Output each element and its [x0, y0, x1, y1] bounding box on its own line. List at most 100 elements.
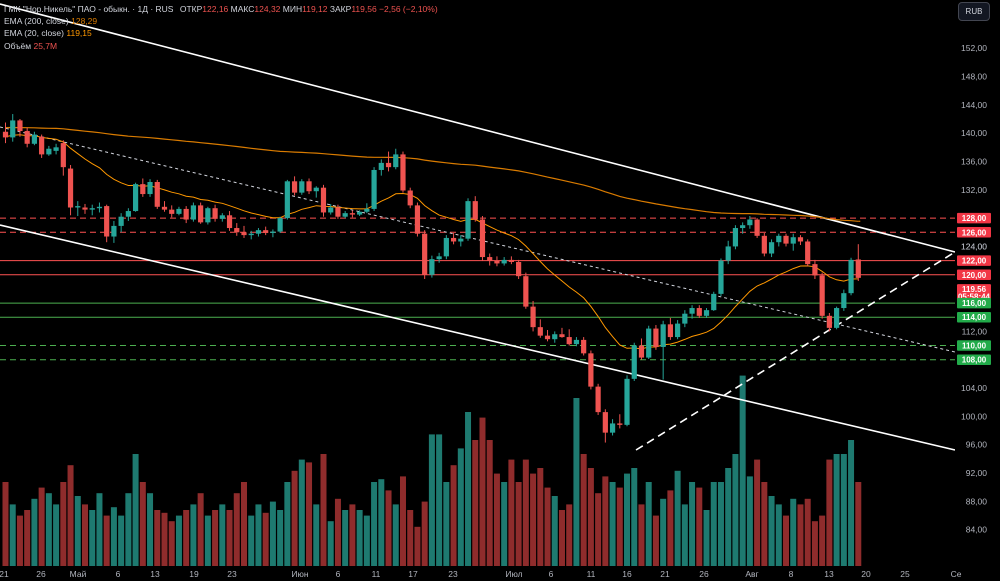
candle-body [573, 339, 580, 345]
volume-bar [674, 470, 681, 566]
time-tick-label: 17 [408, 569, 418, 579]
candle-body [198, 205, 204, 223]
candle-body [89, 208, 95, 210]
candle-body [190, 205, 197, 220]
volume-bar [334, 498, 341, 566]
candle-body [291, 181, 298, 193]
candle-body [53, 147, 59, 151]
low-value: 119,12 [302, 4, 328, 14]
candle-body [711, 293, 717, 311]
candle-body [299, 181, 305, 193]
candle-body [653, 328, 659, 347]
candle-body [335, 207, 341, 217]
volume-bar [725, 468, 732, 566]
price-labels: 128,00 126,00 124,00 122,00 120,00 119,5605:5… [957, 212, 991, 365]
time-tick-label: 11 [587, 569, 596, 579]
candle-body [154, 182, 160, 207]
candle-body [667, 324, 673, 338]
candle-body [812, 264, 818, 276]
candle-body [768, 242, 775, 254]
volume-bar [9, 504, 16, 566]
candle-body [263, 230, 269, 233]
ema200-value: 128,29 [71, 16, 98, 27]
volume-bar [660, 498, 667, 566]
volume-bar [566, 504, 573, 566]
time-tick-label: 21 [660, 569, 670, 579]
volume-bar [16, 515, 23, 566]
candle-body [675, 323, 681, 338]
high-label: МАКС [230, 4, 255, 14]
symbol-title[interactable]: ГМК "Нор.Никель" ПАО - обыкн. · 1Д · RUS [4, 4, 174, 14]
price-label-timer: 05:58:44 [958, 293, 991, 302]
ema200-row[interactable]: EMA (200, close) 128,29 [4, 15, 438, 27]
time-tick-label: 19 [189, 569, 199, 579]
volume-bar [392, 504, 399, 566]
price-label-support-dashed: 108,00 [962, 356, 987, 365]
volume-bar [819, 515, 826, 566]
volume-bar [558, 510, 565, 566]
volume-bar [327, 521, 334, 566]
volume-bar [378, 479, 385, 566]
volume-bar [689, 482, 696, 566]
volume-label: Объём [4, 40, 32, 51]
price-label-support-dashed: 110,00 [962, 342, 987, 351]
price-tick-label: 96,00 [966, 440, 988, 450]
candle-body [855, 259, 861, 278]
volume-bar [74, 496, 81, 566]
candle-body [450, 237, 457, 242]
candle-body [183, 208, 189, 220]
price-tick-label: 88,00 [966, 496, 988, 506]
candle-body [407, 190, 413, 206]
candle-body [342, 213, 348, 217]
ema200-label: EMA (200, close) [4, 16, 69, 27]
candle-body [566, 337, 572, 345]
candle-body [255, 230, 262, 234]
volume-bar [103, 515, 110, 566]
low-label: МИН [282, 4, 303, 14]
volume-bar [183, 510, 190, 566]
candle-body [82, 207, 88, 210]
price-label-box [957, 269, 991, 281]
candle-body [422, 233, 428, 275]
ema20-row[interactable]: EMA (20, close) 119,15 [4, 27, 438, 39]
candle-body [169, 209, 175, 214]
price-tick-label: 148,00 [961, 72, 987, 82]
volume-bar [580, 454, 587, 566]
candle-body [559, 334, 565, 338]
volume-row[interactable]: Объём 25,7M [4, 40, 438, 52]
ema20-label: EMA (20, close) [4, 28, 64, 39]
volume-bar [313, 504, 320, 566]
time-tick-label: 26 [36, 569, 46, 579]
time-tick-label: 6 [549, 569, 554, 579]
candle-body [320, 187, 327, 213]
candle-body [848, 259, 854, 294]
volume-bar [501, 482, 508, 566]
volume-bar [31, 498, 38, 566]
candle-body [624, 378, 630, 425]
candle-body [631, 345, 637, 379]
price-tick-label: 124,00 [961, 241, 987, 251]
currency-button[interactable]: RUB [958, 2, 990, 21]
volume-value: 25,7M [33, 40, 58, 51]
time-tick-label: 16 [622, 569, 632, 579]
candle-body [754, 219, 760, 236]
volume-bar [175, 515, 182, 566]
volume-bar [284, 482, 291, 566]
time-tick-label: Май [70, 569, 87, 579]
ema20-value: 119,15 [66, 28, 92, 39]
candle-body [487, 257, 493, 261]
candle-body [508, 259, 514, 263]
candle-body [24, 131, 30, 144]
volume-bar [60, 482, 67, 566]
volume-bar [537, 468, 544, 566]
price-tick-label: 100,00 [961, 411, 987, 421]
volume-bar [804, 498, 811, 566]
candle-body [718, 260, 724, 294]
volume-bar [81, 504, 88, 566]
candle-body [826, 315, 832, 328]
price-axis[interactable]: 152,00 148,00 144,00 140,00 136,00 132,00 128,… [955, 0, 1000, 566]
time-axis[interactable]: 21 26 Май 6 13 19 23 Июн 6 11 17 23 Июл 6 11 16 21 26 Авг 8… [0, 566, 1000, 581]
volume-bar [493, 473, 500, 566]
volume-bar [38, 487, 45, 566]
